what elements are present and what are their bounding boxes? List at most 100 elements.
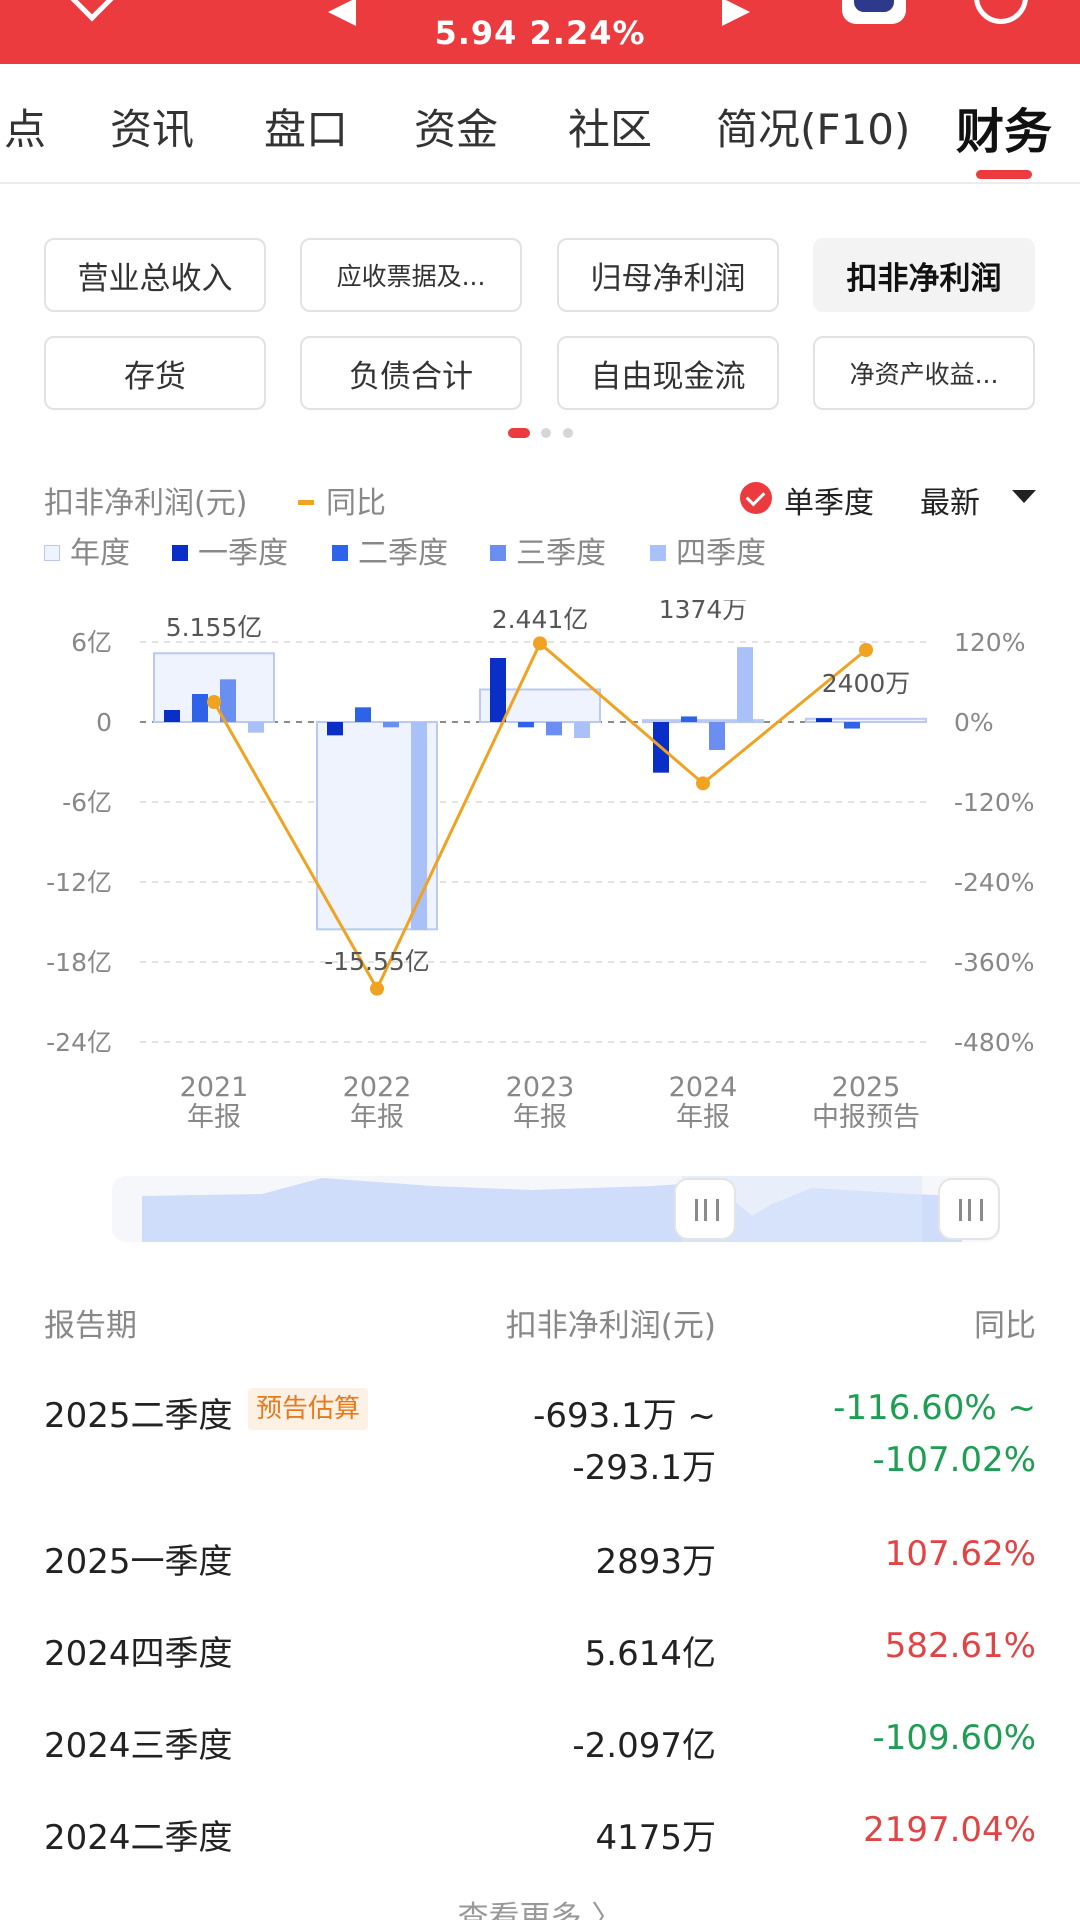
quarter-bar — [220, 679, 236, 722]
tab-finance[interactable]: 财务 — [956, 104, 1053, 160]
row-yoy: 582.61% — [884, 1626, 1036, 1666]
metric-free-cash-flow[interactable]: 自由现金流 — [557, 336, 779, 410]
y2-tick-label: -480% — [954, 1028, 1035, 1057]
metric-receivables[interactable]: 应收票据及... — [300, 238, 522, 312]
data-label: 2400万 — [822, 669, 911, 698]
legend-label: 一季度 — [198, 536, 288, 571]
legend-q2[interactable]: 二季度 — [332, 528, 448, 572]
y-tick-label: -12亿 — [46, 868, 112, 897]
x-tick-label-sub: 年报 — [676, 1102, 730, 1133]
quarter-bar — [248, 722, 264, 733]
assistant-bot-icon[interactable] — [842, 0, 906, 24]
x-tick-label-sub: 年报 — [187, 1102, 241, 1133]
quarter-bar — [681, 716, 697, 722]
tab-quote[interactable]: 盘口 — [264, 105, 349, 154]
single-quarter-check-icon[interactable] — [740, 482, 772, 514]
profit-chart[interactable]: 6亿 120% 0 0% -6亿 -120% -12亿 -240% -18亿 -360% -24亿 -… — [0, 600, 1080, 1140]
caret-down-icon[interactable] — [1012, 490, 1036, 503]
quarter-bar — [327, 722, 343, 736]
slider-right-handle[interactable] — [938, 1178, 1000, 1240]
yoy-point — [859, 643, 873, 657]
x-tick-label: 2022 — [343, 1072, 412, 1103]
view-more-link[interactable]: 查看更多 〉 — [457, 1900, 623, 1920]
tab-funds[interactable]: 资金 — [414, 105, 499, 154]
row-yoy-line2: -107.02% — [872, 1440, 1036, 1480]
y2-tick-label: 120% — [954, 628, 1025, 657]
metric-roe[interactable]: 净资产收益... — [813, 336, 1035, 410]
y2-tick-label: 0% — [954, 708, 994, 737]
metric-total-liabilities[interactable]: 负债合计 — [300, 336, 522, 410]
row-yoy: 2197.04% — [863, 1810, 1036, 1850]
previous-stock-icon[interactable] — [328, 0, 356, 26]
data-label: 2.441亿 — [492, 605, 589, 634]
row-value: -693.1万 ~ — [533, 1396, 716, 1436]
legend-q3[interactable]: 三季度 — [490, 528, 606, 572]
yoy-legend: 同比 — [298, 478, 386, 522]
row-period: 2024三季度 — [44, 1726, 233, 1766]
data-label: -15.55亿 — [324, 947, 430, 976]
quarter-bar — [816, 718, 832, 722]
legend-swatch — [332, 544, 348, 561]
yoy-point — [533, 636, 547, 651]
page-dot-active — [508, 428, 530, 438]
quarter-bar — [709, 722, 725, 750]
row-period: 2024二季度 — [44, 1818, 233, 1858]
tab-point[interactable]: 点 — [4, 105, 47, 154]
y-tick-label: -24亿 — [46, 1028, 112, 1057]
table-header-period: 报告期 — [44, 1308, 137, 1344]
x-tick-label: 2024 — [669, 1072, 738, 1103]
y-tick-label: 0 — [96, 708, 112, 737]
row-value: 5.614亿 — [584, 1634, 716, 1674]
x-tick-label: 2023 — [506, 1072, 575, 1103]
metric-parent-net-profit[interactable]: 归母净利润 — [557, 238, 779, 312]
slider-preview — [142, 1176, 962, 1242]
stock-header: 5.94 2.24% — [0, 0, 1080, 64]
tab-community[interactable]: 社区 — [568, 105, 653, 154]
latest-dropdown[interactable]: 最新 — [920, 486, 980, 521]
data-label: 5.155亿 — [166, 613, 263, 642]
tab-news[interactable]: 资讯 — [110, 105, 195, 154]
metric-deducted-net-profit[interactable]: 扣非净利润 — [813, 238, 1035, 312]
row-value: -2.097亿 — [572, 1726, 716, 1766]
quarter-bar — [490, 658, 506, 722]
chart-range-slider[interactable] — [112, 1176, 1000, 1242]
row-value: 4175万 — [595, 1818, 716, 1858]
yoy-point — [370, 981, 384, 996]
legend-label: 年度 — [70, 536, 130, 571]
slider-left-handle[interactable] — [674, 1178, 736, 1240]
legend-swatch — [44, 544, 60, 561]
annual-bar — [642, 719, 764, 724]
y-tick-label: -18亿 — [46, 948, 112, 977]
quarter-bar — [383, 722, 399, 728]
legend-q4[interactable]: 四季度 — [650, 528, 766, 572]
quarter-bar — [164, 710, 180, 722]
annual-bar — [805, 717, 927, 724]
table-header-value: 扣非净利润(元) — [505, 1308, 716, 1344]
x-tick-label-sub: 中报预告 — [812, 1102, 920, 1133]
row-value-line2: -293.1万 — [572, 1448, 716, 1488]
table-header-yoy: 同比 — [974, 1308, 1036, 1344]
metric-inventory[interactable]: 存货 — [44, 336, 266, 410]
quarter-bar — [546, 722, 562, 736]
legend-swatch — [490, 544, 506, 561]
tab-profile-f10[interactable]: 简况(F10) — [716, 105, 911, 154]
quarter-bar — [844, 722, 860, 729]
legend-swatch — [172, 544, 188, 561]
legend-q1[interactable]: 一季度 — [172, 528, 288, 572]
row-period: 2025一季度 — [44, 1542, 233, 1582]
metric-total-revenue[interactable]: 营业总收入 — [44, 238, 266, 312]
legend-annual[interactable]: 年度 — [44, 528, 130, 572]
x-tick-label: 2021 — [180, 1072, 249, 1103]
yoy-point — [207, 695, 221, 709]
y2-tick-label: -240% — [954, 868, 1035, 897]
y2-tick-label: -120% — [954, 788, 1035, 817]
legend-swatch — [650, 544, 666, 561]
quarter-bar — [411, 722, 427, 930]
price-change-text: 5.94 2.24% — [434, 14, 646, 52]
yoy-point — [696, 776, 710, 791]
quarter-bar — [518, 722, 534, 728]
quarter-bar — [355, 707, 371, 722]
row-yoy: 107.62% — [884, 1534, 1036, 1574]
single-quarter-toggle[interactable]: 单季度 — [784, 486, 874, 521]
next-stock-icon[interactable] — [722, 0, 750, 26]
